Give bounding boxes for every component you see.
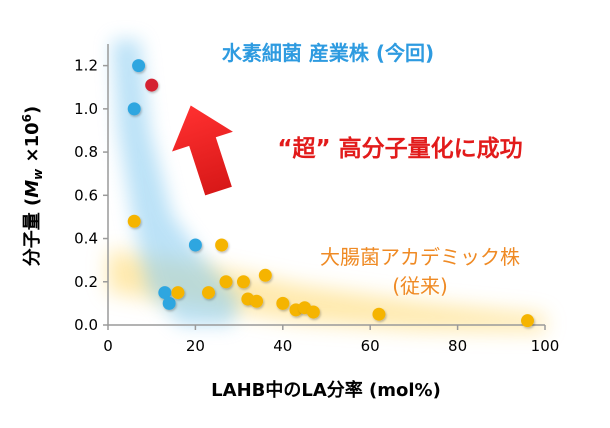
data-point-series-0 bbox=[158, 286, 172, 300]
data-point-series-0 bbox=[127, 102, 141, 116]
y-tick-label: 0.8 bbox=[74, 143, 98, 161]
y-tick-label: 0.2 bbox=[74, 273, 98, 291]
data-point-series-2 bbox=[236, 275, 250, 289]
y-axis-title: 分子量 (Mw ×106) bbox=[20, 106, 45, 267]
data-point-series-2 bbox=[202, 286, 216, 300]
data-point-series-2 bbox=[306, 305, 320, 319]
red-series-annotation: “超” 高分子量化に成功 bbox=[277, 135, 522, 162]
y-tick-label: 0.6 bbox=[74, 186, 98, 204]
x-tick-label: 80 bbox=[448, 337, 467, 355]
y-tick-label: 0.0 bbox=[74, 316, 98, 334]
data-point-series-0 bbox=[188, 238, 202, 252]
data-point-series-2 bbox=[250, 294, 264, 308]
orange-trend-band bbox=[108, 250, 545, 332]
x-tick-label: 100 bbox=[531, 337, 560, 355]
data-point-series-2 bbox=[372, 307, 386, 321]
x-axis-title: LAHB中のLA分率 (mol%) bbox=[211, 379, 441, 401]
data-point-series-2 bbox=[258, 268, 272, 282]
x-tick-label: 60 bbox=[361, 337, 380, 355]
up-arrow-icon bbox=[172, 105, 233, 196]
svg-text:分子量 (Mw ×106): 分子量 (Mw ×106) bbox=[20, 106, 45, 267]
x-tick-label: 20 bbox=[186, 337, 205, 355]
y-tick-label: 1.0 bbox=[74, 100, 98, 118]
data-points bbox=[127, 59, 535, 328]
data-point-series-1 bbox=[145, 78, 159, 92]
data-point-series-2 bbox=[171, 286, 185, 300]
x-tick-label: 40 bbox=[273, 337, 292, 355]
axes: 0 20 40 60 80 100 0.0 0.2 0.4 0.6 0.8 1.0 1.2 bbox=[74, 44, 559, 355]
trend-bands bbox=[108, 40, 545, 332]
data-point-series-2 bbox=[127, 214, 141, 228]
orange-series-annotation-line1: 大腸菌アカデミック株 bbox=[320, 245, 520, 269]
x-tick-label: 0 bbox=[103, 337, 113, 355]
orange-series-annotation-line2: (従来) bbox=[392, 274, 448, 298]
data-point-series-2 bbox=[276, 296, 290, 310]
data-point-series-2 bbox=[219, 275, 233, 289]
data-point-series-0 bbox=[162, 296, 176, 310]
blue-series-annotation: 水素細菌 産業株 (今回) bbox=[222, 41, 434, 65]
data-point-series-0 bbox=[132, 59, 146, 73]
y-tick-label: 1.2 bbox=[74, 57, 98, 75]
y-tick-label: 0.4 bbox=[74, 230, 98, 248]
data-point-series-2 bbox=[215, 238, 229, 252]
blue-trend-band bbox=[112, 40, 240, 325]
data-point-series-2 bbox=[521, 314, 535, 328]
